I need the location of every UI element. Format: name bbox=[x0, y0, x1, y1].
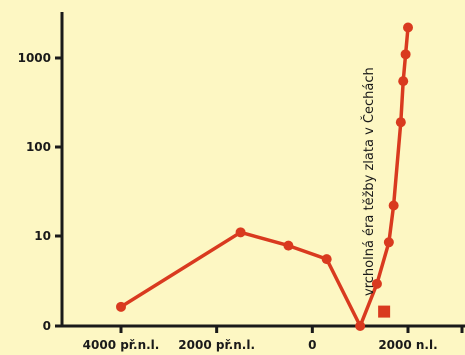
x-tick-label: 2000 n.l. bbox=[378, 338, 437, 352]
x-tick-label: 4000 př.n.l. bbox=[83, 338, 160, 352]
highlight-square-point bbox=[378, 305, 391, 318]
era-annotation: vrcholná éra těžby zlata v Čechách bbox=[361, 67, 377, 296]
annotation-layer: vrcholná éra těžby zlata v Čechách bbox=[361, 67, 377, 296]
data-point bbox=[355, 321, 366, 331]
x-ticks: 4000 př.n.l. 2000 př.n.l. 0 2000 n.l. bbox=[83, 326, 464, 352]
data-point bbox=[398, 76, 409, 87]
y-tick-label: 10 bbox=[34, 229, 51, 243]
data-point bbox=[395, 117, 406, 128]
x-tick-label: 2000 př.n.l. bbox=[178, 338, 255, 352]
data-point bbox=[283, 240, 294, 251]
data-point bbox=[235, 227, 246, 238]
data-point bbox=[321, 254, 332, 265]
data-point bbox=[383, 237, 394, 248]
series-layer bbox=[116, 22, 413, 331]
axes bbox=[60, 12, 465, 328]
y-tick-label: 100 bbox=[26, 140, 51, 154]
data-point bbox=[403, 22, 413, 33]
y-tick-label: 1000 bbox=[18, 51, 51, 65]
x-tick-label: 0 bbox=[308, 338, 316, 352]
data-point bbox=[400, 49, 411, 60]
data-point bbox=[371, 278, 382, 289]
data-point bbox=[388, 200, 399, 211]
y-tick-label: 0 bbox=[43, 319, 51, 333]
y-ticks: 0 10 100 1000 bbox=[18, 51, 62, 333]
data-point bbox=[116, 301, 126, 312]
